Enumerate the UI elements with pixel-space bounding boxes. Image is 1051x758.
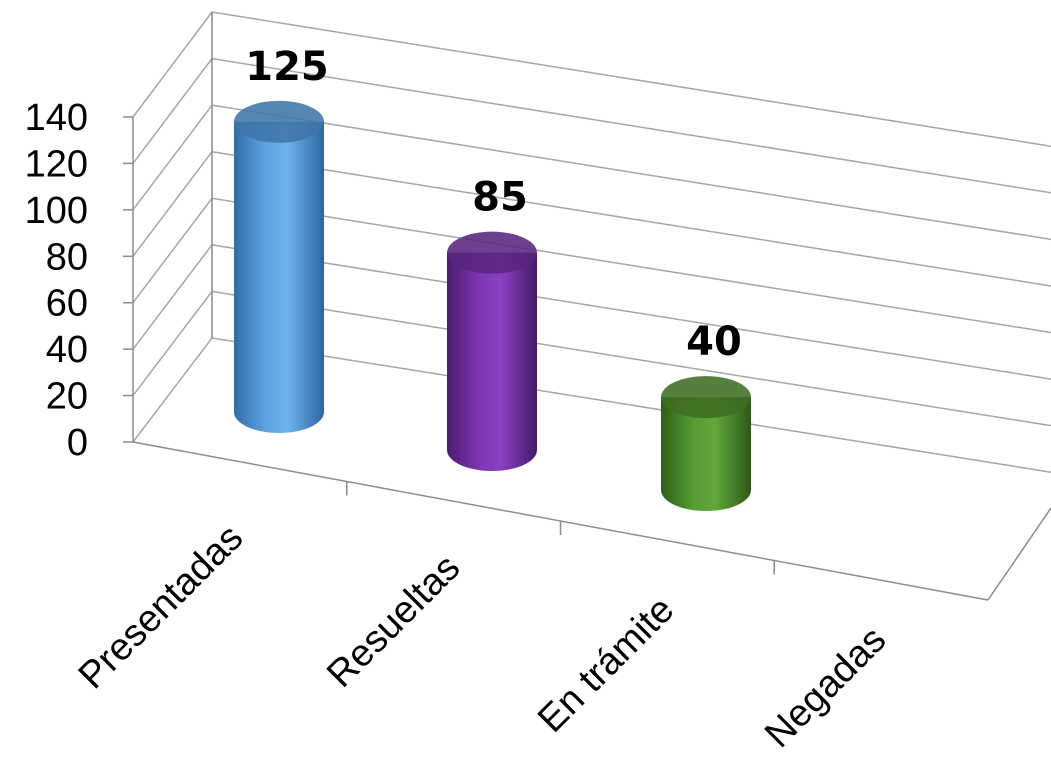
bar-top-shade <box>661 376 751 419</box>
y-tick-label: 80 <box>46 236 88 278</box>
bars <box>234 100 751 511</box>
x-axis-categories: Presentadas Resueltas En trámite Negadas <box>71 517 895 756</box>
floor-right-edge <box>987 507 1051 601</box>
y-tick-label: 60 <box>46 283 88 325</box>
data-label: 40 <box>686 319 742 365</box>
bar-top <box>234 100 324 143</box>
y-tick-label: 140 <box>25 97 88 139</box>
category-label: Presentadas <box>71 517 252 698</box>
bar-top-shade <box>234 100 324 143</box>
y-tick-label: 40 <box>46 329 88 371</box>
bar-body <box>447 252 537 471</box>
bar-body <box>234 121 324 434</box>
data-label: 125 <box>245 44 329 90</box>
bar-top <box>661 376 751 419</box>
category-label: En trámite <box>530 589 682 741</box>
y-tick-label: 20 <box>46 376 88 418</box>
bar-top-shade <box>447 231 537 274</box>
data-labels: 125 85 40 <box>245 44 742 365</box>
axes <box>123 12 1051 601</box>
bar-presentadas <box>234 100 324 434</box>
y-tick-label: 120 <box>25 143 88 185</box>
category-label: Negadas <box>757 619 894 756</box>
bar-en-trámite <box>661 376 751 511</box>
bar-resueltas <box>447 231 537 471</box>
data-label: 85 <box>472 175 528 221</box>
y-tick-label: 100 <box>25 190 88 232</box>
bar-body <box>661 397 751 511</box>
bar-top <box>447 231 537 274</box>
category-label: Resueltas <box>319 547 468 696</box>
y-tick-label: 0 <box>67 422 88 464</box>
